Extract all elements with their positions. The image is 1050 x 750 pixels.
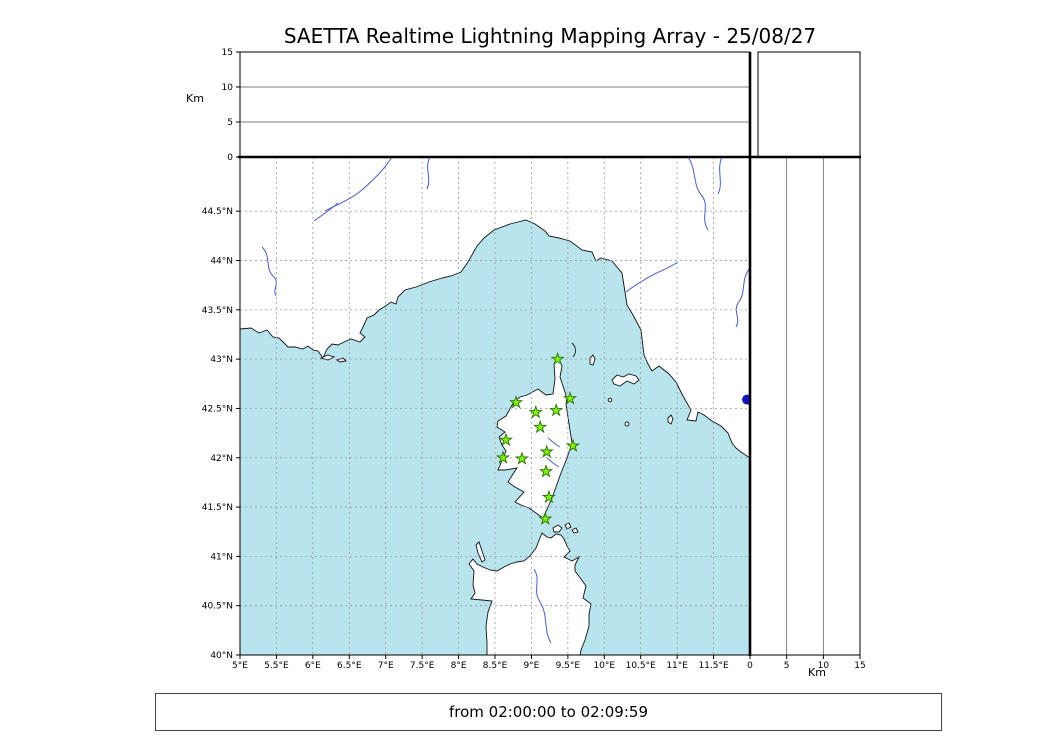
river bbox=[426, 157, 431, 190]
asinara-island bbox=[475, 541, 486, 563]
event-marker-layer bbox=[742, 394, 750, 405]
histogram-panel-frame bbox=[757, 51, 861, 158]
right-altitude-ticklabel: 0 bbox=[747, 661, 753, 671]
sardinia-island bbox=[468, 532, 592, 655]
altitude-ticklabel: 5 bbox=[227, 118, 233, 128]
map-panel bbox=[240, 157, 750, 655]
lon-ticklabel: 8°E bbox=[451, 661, 467, 671]
river bbox=[735, 267, 750, 328]
time-range-text: from 02:00:00 to 02:09:59 bbox=[448, 703, 648, 721]
right-altitude-ticklabel: 5 bbox=[784, 661, 790, 671]
lat-ticklabel: 42.5°N bbox=[202, 404, 233, 414]
lon-ticklabel: 7.5°E bbox=[410, 661, 435, 671]
lon-ticklabel: 9°E bbox=[523, 661, 539, 671]
station-marker bbox=[533, 419, 548, 434]
lon-ticklabel: 11°E bbox=[666, 661, 688, 671]
lon-ticklabel: 5°E bbox=[232, 661, 248, 671]
station-marker bbox=[528, 405, 543, 419]
river bbox=[717, 157, 723, 195]
lon-ticklabel: 9.5°E bbox=[556, 661, 581, 671]
rivers bbox=[261, 157, 750, 644]
mainland-coast bbox=[240, 157, 750, 459]
lon-ticklabel: 10°E bbox=[593, 661, 615, 671]
lat-ticklabel: 41°N bbox=[210, 552, 233, 562]
maddalena-island bbox=[552, 524, 563, 533]
station-marker bbox=[498, 432, 514, 447]
station-marker bbox=[509, 395, 524, 409]
lat-ticklabel: 40°N bbox=[210, 651, 233, 661]
station-marker bbox=[541, 489, 557, 504]
river bbox=[313, 202, 339, 222]
altitude-latitude-panel-frame bbox=[749, 156, 861, 656]
lon-ticklabel: 11.5°E bbox=[698, 661, 729, 671]
pianosa-island bbox=[607, 397, 613, 403]
station-marker bbox=[550, 351, 565, 366]
station-marker bbox=[565, 438, 581, 453]
river bbox=[625, 261, 679, 293]
river bbox=[546, 457, 560, 468]
station-marker bbox=[539, 444, 554, 458]
altitude-longitude-panel-frame bbox=[239, 51, 751, 158]
lon-ticklabel: 6.5°E bbox=[337, 661, 362, 671]
elba-island bbox=[611, 373, 640, 387]
altitude-ticklabel: 15 bbox=[222, 48, 233, 58]
lat-ticklabel: 41.5°N bbox=[202, 503, 233, 513]
right-panel-axis-unit-label: Km bbox=[808, 666, 826, 679]
giraglia-islet bbox=[571, 342, 576, 358]
lon-ticklabel: 7°E bbox=[378, 661, 394, 671]
altitude-ticklabel: 0 bbox=[227, 153, 233, 163]
event-dot bbox=[742, 394, 750, 405]
station-marker bbox=[514, 451, 530, 465]
lat-ticklabel: 43°N bbox=[210, 355, 233, 365]
lat-ticklabel: 43.5°N bbox=[202, 306, 233, 316]
page-title: SAETTA Realtime Lightning Mapping Array … bbox=[283, 24, 817, 48]
giglio-island bbox=[667, 414, 674, 425]
river bbox=[687, 157, 709, 231]
altitude-ticklabel: 10 bbox=[222, 83, 234, 93]
altitude-panel-gridlines bbox=[240, 86, 750, 123]
river bbox=[547, 437, 561, 448]
maddalena-island bbox=[571, 527, 579, 534]
lat-ticklabel: 42°N bbox=[210, 454, 233, 464]
station-marker bbox=[538, 464, 554, 478]
station-markers bbox=[495, 351, 581, 525]
station-marker bbox=[538, 511, 553, 525]
station-marker bbox=[549, 402, 564, 417]
station-marker bbox=[562, 391, 578, 405]
lon-ticklabel: 10.5°E bbox=[626, 661, 657, 671]
hyeres-island bbox=[335, 357, 347, 363]
lat-ticklabel: 44°N bbox=[210, 257, 233, 267]
lon-ticklabel: 6°E bbox=[305, 661, 321, 671]
river bbox=[533, 568, 552, 644]
altitude-axis-unit-label: Km bbox=[186, 92, 204, 105]
lon-ticklabel: 5.5°E bbox=[264, 661, 289, 671]
right-panel-gridlines bbox=[786, 157, 824, 655]
lon-ticklabel: 8.5°E bbox=[483, 661, 508, 671]
lat-ticklabel: 44.5°N bbox=[202, 207, 233, 217]
lat-ticklabel: 40.5°N bbox=[202, 602, 233, 612]
station-marker bbox=[495, 450, 511, 464]
axis-ticks: 5°E 5.5°E 6°E 6.5°E 7°E 7.5°E 8°E 8.5°E 9°E 9.5°E… bbox=[202, 48, 866, 671]
montecristo-island bbox=[624, 421, 630, 427]
river bbox=[324, 157, 393, 212]
right-altitude-ticklabel: 10 bbox=[818, 661, 830, 671]
right-altitude-ticklabel: 15 bbox=[854, 661, 865, 671]
map-gridlines bbox=[240, 157, 750, 655]
river bbox=[261, 246, 277, 297]
time-range-box: from 02:00:00 to 02:09:59 bbox=[155, 693, 942, 731]
